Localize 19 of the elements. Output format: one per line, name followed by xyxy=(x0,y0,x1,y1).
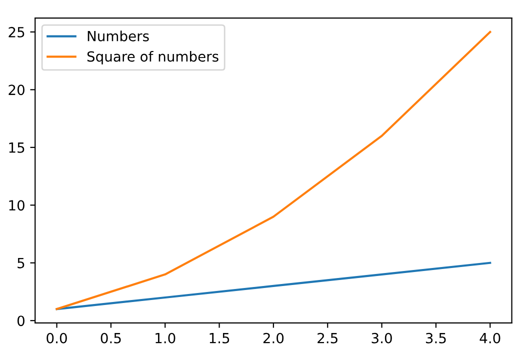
y-tick-label: 10 xyxy=(9,200,24,211)
legend-label: Square of numbers xyxy=(87,50,218,64)
line-series xyxy=(56,262,492,310)
line-series xyxy=(56,30,492,310)
x-tick-label: 3.5 xyxy=(426,332,446,344)
y-tick-label: 25 xyxy=(8,26,24,38)
legend-label: Numbers xyxy=(88,30,149,42)
y-tick-label: 15 xyxy=(9,142,24,153)
x-tick-label: 0.0 xyxy=(46,332,67,344)
x-tick-label: 4.0 xyxy=(480,332,500,344)
y-tick-label: 0 xyxy=(17,316,24,326)
x-tick-label: 0.5 xyxy=(100,332,121,344)
y-tick-label: 20 xyxy=(8,84,24,96)
x-tick-label: 1.0 xyxy=(156,332,176,344)
x-tick-label: 3.0 xyxy=(372,332,392,344)
x-tick-label: 2.0 xyxy=(263,332,284,344)
y-tick-label: 5 xyxy=(18,258,24,268)
x-tick-label: 2.5 xyxy=(318,332,338,344)
x-tick-label: 1.5 xyxy=(210,333,230,344)
